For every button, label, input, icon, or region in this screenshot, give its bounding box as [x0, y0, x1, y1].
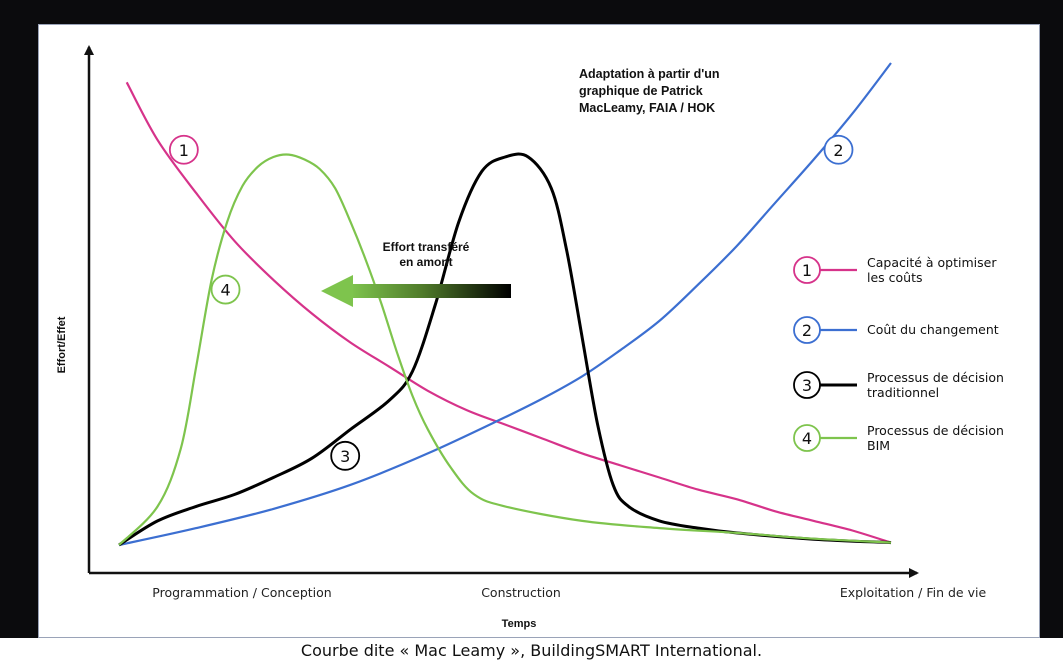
- legend-label: Processus de décision: [867, 423, 1004, 438]
- y-axis-title: Effort/Effet: [56, 316, 68, 373]
- x-tick-label: Exploitation / Fin de vie: [840, 585, 987, 600]
- curve-number-label: 4: [220, 281, 230, 300]
- curve-number-badge-1: [168, 134, 199, 165]
- legend-number: 3: [802, 376, 812, 395]
- curve-number-badge-3: [330, 440, 361, 471]
- effort-shift-arrow: [321, 275, 511, 307]
- legend-badge-2: [793, 316, 821, 344]
- legend-label: les coûts: [867, 270, 923, 285]
- source-note: Adaptation à partir d'un graphique de Pat…: [579, 67, 719, 115]
- legend-number: 4: [802, 429, 812, 448]
- legend-badge-3: [793, 371, 821, 399]
- legend-label: BIM: [867, 438, 890, 453]
- legend-number: 1: [802, 261, 812, 280]
- effort-shift-label: Effort transféré en amont: [383, 240, 470, 269]
- legend-label: Capacité à optimiser: [867, 255, 997, 270]
- curve-number-badge-4: [210, 274, 241, 305]
- series-line-1: [125, 81, 892, 544]
- curve-number-label: 2: [833, 141, 843, 160]
- legend-label: Coût du changement: [867, 322, 999, 337]
- legend-number: 2: [802, 321, 812, 340]
- effort-shift-arrow-shaft: [351, 284, 511, 298]
- effort-shift-arrow-head: [321, 275, 353, 307]
- curve-number-label: 3: [340, 447, 350, 466]
- series-line-2: [118, 62, 892, 547]
- figure-caption: Courbe dite « Mac Leamy », BuildingSMART…: [0, 638, 1063, 665]
- legend-badge-4: [793, 424, 821, 452]
- curve-number-badge-2: [823, 134, 854, 165]
- x-tick-label: Construction: [481, 585, 561, 600]
- chart-frame: Effort/Effet Programmation / Conception …: [38, 24, 1040, 638]
- mac-leamy-chart: Effort/Effet Programmation / Conception …: [56, 45, 1004, 630]
- legend-label: traditionnel: [867, 385, 939, 400]
- series-layer: [118, 62, 892, 547]
- legend-label: Processus de décision: [867, 370, 1004, 385]
- curve-number-layer: 1 2 3 4: [168, 134, 854, 471]
- series-line-4: [118, 153, 892, 546]
- x-tick-label: Programmation / Conception: [152, 585, 331, 600]
- x-axis-title: Temps: [502, 618, 537, 630]
- curve-number-label: 1: [179, 141, 189, 160]
- series-line-3: [118, 152, 892, 547]
- legend-badge-1: [793, 256, 821, 284]
